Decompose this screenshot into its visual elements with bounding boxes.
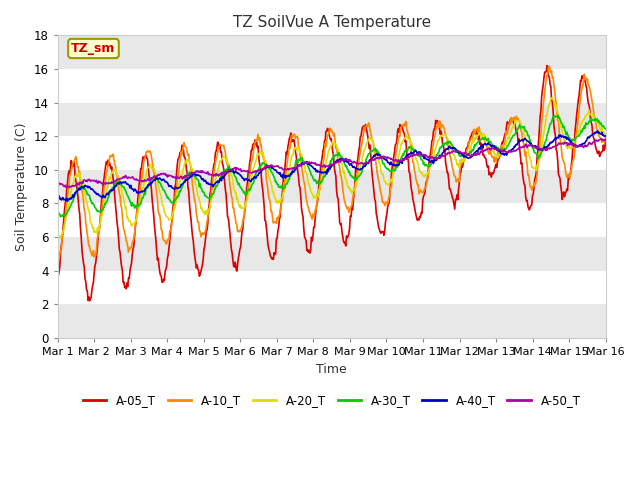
Bar <box>58 103 605 136</box>
Y-axis label: Soil Temperature (C): Soil Temperature (C) <box>15 122 28 251</box>
Bar <box>58 170 605 204</box>
A-40_T <box>415 149 423 155</box>
A-30_T <box>57 214 65 220</box>
A-30_T <box>205 195 213 201</box>
A-50_T <box>177 173 184 179</box>
X-axis label: Time: Time <box>316 362 347 375</box>
A-40_T <box>121 180 129 185</box>
Bar <box>58 237 605 271</box>
A-40_T <box>177 184 184 190</box>
Bar <box>58 36 605 69</box>
A-50_T <box>54 179 61 184</box>
Line: A-40_T: A-40_T <box>58 131 605 201</box>
A-40_T <box>63 198 71 204</box>
A-20_T <box>177 176 184 182</box>
A-20_T <box>548 95 556 101</box>
Line: A-05_T: A-05_T <box>58 66 605 301</box>
A-20_T <box>415 166 423 172</box>
A-05_T <box>86 298 93 304</box>
A-05_T <box>399 127 407 133</box>
A-20_T <box>54 233 61 239</box>
A-50_T <box>121 175 129 180</box>
A-10_T <box>414 181 422 187</box>
A-40_T <box>593 128 601 134</box>
A-30_T <box>399 151 407 157</box>
A-30_T <box>602 126 609 132</box>
A-10_T <box>398 122 406 128</box>
A-10_T <box>602 134 609 140</box>
A-05_T <box>63 180 71 186</box>
A-10_T <box>120 227 128 233</box>
A-40_T <box>602 133 609 139</box>
A-05_T <box>602 136 609 142</box>
A-40_T <box>65 197 72 203</box>
A-05_T <box>121 285 129 290</box>
A-50_T <box>597 136 605 142</box>
A-20_T <box>205 205 213 211</box>
A-50_T <box>399 156 407 161</box>
A-30_T <box>177 189 184 195</box>
Bar <box>58 304 605 338</box>
A-05_T <box>415 217 423 223</box>
A-10_T <box>63 194 71 200</box>
A-30_T <box>65 207 72 213</box>
A-10_T <box>54 260 61 266</box>
Text: TZ_sm: TZ_sm <box>71 42 116 55</box>
A-20_T <box>121 201 129 207</box>
A-40_T <box>205 181 213 187</box>
A-05_T <box>205 201 213 207</box>
A-30_T <box>54 208 61 214</box>
A-20_T <box>602 132 609 138</box>
Line: A-20_T: A-20_T <box>58 98 605 238</box>
Line: A-10_T: A-10_T <box>58 66 605 263</box>
Title: TZ SoilVue A Temperature: TZ SoilVue A Temperature <box>232 15 431 30</box>
A-10_T <box>176 161 184 167</box>
A-50_T <box>65 183 72 189</box>
A-50_T <box>415 152 423 157</box>
A-05_T <box>54 279 61 285</box>
A-05_T <box>543 63 551 69</box>
A-30_T <box>554 112 561 118</box>
A-20_T <box>399 138 407 144</box>
Line: A-30_T: A-30_T <box>58 115 605 217</box>
A-40_T <box>399 156 407 162</box>
A-10_T <box>545 63 553 69</box>
A-10_T <box>205 211 212 216</box>
Legend: A-05_T, A-10_T, A-20_T, A-30_T, A-40_T, A-50_T: A-05_T, A-10_T, A-20_T, A-30_T, A-40_T, … <box>78 389 585 412</box>
A-20_T <box>65 205 72 211</box>
A-05_T <box>177 149 184 155</box>
A-30_T <box>415 153 423 158</box>
A-40_T <box>54 193 61 199</box>
A-20_T <box>55 235 63 241</box>
A-50_T <box>62 184 70 190</box>
A-30_T <box>121 187 129 192</box>
A-50_T <box>205 171 213 177</box>
A-50_T <box>602 136 609 142</box>
Line: A-50_T: A-50_T <box>58 139 605 187</box>
